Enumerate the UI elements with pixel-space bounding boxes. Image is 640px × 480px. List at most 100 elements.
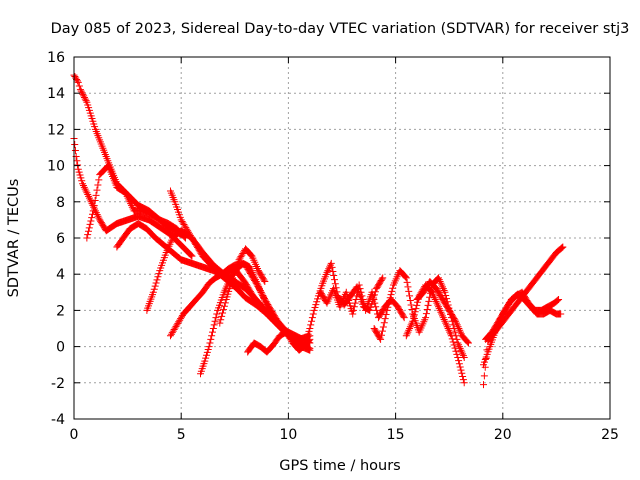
data-point xyxy=(384,303,392,311)
data-point xyxy=(436,306,444,314)
data-point xyxy=(207,335,215,343)
data-point xyxy=(220,302,228,310)
x-tick-label: 5 xyxy=(177,427,186,443)
data-point xyxy=(358,292,366,300)
data-point xyxy=(80,92,88,100)
data-point xyxy=(221,299,229,307)
data-point xyxy=(451,344,459,352)
data-point xyxy=(251,274,259,282)
data-point xyxy=(452,317,460,325)
data-point xyxy=(405,287,413,295)
data-point xyxy=(248,268,256,276)
data-point xyxy=(325,265,333,273)
data-point xyxy=(208,332,216,340)
data-point xyxy=(352,296,360,304)
data-point xyxy=(330,276,338,284)
data-point xyxy=(186,250,194,258)
data-point xyxy=(217,316,225,324)
data-point xyxy=(83,234,91,242)
data-point xyxy=(458,348,466,356)
data-point xyxy=(306,325,314,332)
data-point xyxy=(71,140,79,148)
data-point xyxy=(459,350,467,358)
data-point xyxy=(82,187,90,195)
data-point xyxy=(357,288,365,296)
data-point xyxy=(422,310,430,318)
data-point xyxy=(402,273,410,281)
data-point xyxy=(437,279,445,287)
data-point xyxy=(403,278,411,286)
data-point xyxy=(77,174,85,182)
data-point xyxy=(127,200,135,208)
data-point xyxy=(429,290,437,298)
y-tick-label: -4 xyxy=(51,412,65,428)
data-point xyxy=(460,379,468,387)
data-point xyxy=(74,78,82,86)
data-point xyxy=(439,285,447,293)
data-point xyxy=(305,327,313,335)
data-point xyxy=(425,297,433,305)
data-point xyxy=(309,310,317,318)
data-point xyxy=(450,341,458,349)
data-point xyxy=(213,310,221,318)
data-point xyxy=(455,343,463,351)
data-point xyxy=(71,147,79,155)
data-point xyxy=(187,251,195,259)
data-point xyxy=(351,299,359,307)
data-point xyxy=(379,323,387,331)
data-point xyxy=(193,243,201,251)
axis-ticks: 0 5 10 15 20 25 -4 -2 0 2 4 6 8 10 12 14 16 xyxy=(47,50,619,443)
data-point xyxy=(410,314,418,322)
data-point xyxy=(378,331,386,339)
data-point xyxy=(441,317,449,325)
series-track-15 xyxy=(413,277,472,347)
data-point xyxy=(400,314,408,322)
data-point xyxy=(247,251,255,259)
data-point xyxy=(155,270,163,278)
data-point xyxy=(74,161,82,169)
data-point xyxy=(368,300,376,308)
data-point xyxy=(314,295,322,303)
data-point xyxy=(75,168,83,176)
data-point xyxy=(87,217,95,225)
data-point xyxy=(125,196,133,204)
data-point xyxy=(86,220,94,228)
data-point xyxy=(252,277,260,285)
data-point xyxy=(261,277,269,285)
data-point xyxy=(154,273,162,281)
data-point xyxy=(444,325,452,332)
data-point xyxy=(355,281,363,289)
data-point xyxy=(442,319,450,327)
data-point xyxy=(93,186,101,194)
data-point xyxy=(308,317,316,325)
data-point xyxy=(385,297,393,305)
data-point xyxy=(373,306,381,314)
data-point xyxy=(434,274,442,282)
data-point xyxy=(458,369,466,377)
y-tick-label: 2 xyxy=(56,303,65,319)
x-tick-label: 20 xyxy=(494,427,512,443)
data-point xyxy=(206,339,214,347)
data-point xyxy=(410,311,418,319)
data-point xyxy=(440,315,448,323)
data-point xyxy=(84,227,92,235)
data-point xyxy=(251,276,259,284)
data-point xyxy=(372,303,380,311)
data-point xyxy=(459,376,467,384)
data-point xyxy=(553,297,561,305)
data-point xyxy=(371,288,379,296)
y-tick-label: 8 xyxy=(56,195,65,211)
data-point xyxy=(255,283,263,291)
y-axis-label: SDTVAR / TECUs xyxy=(6,179,22,298)
data-point xyxy=(306,346,314,354)
data-point xyxy=(302,336,310,344)
data-point xyxy=(192,241,200,249)
x-axis-label: GPS time / hours xyxy=(279,458,400,474)
data-point xyxy=(440,286,448,294)
data-point xyxy=(388,287,396,295)
data-point xyxy=(408,319,416,327)
data-point xyxy=(402,274,410,282)
data-point xyxy=(203,348,211,356)
data-point xyxy=(447,330,455,338)
data-point xyxy=(457,346,465,354)
